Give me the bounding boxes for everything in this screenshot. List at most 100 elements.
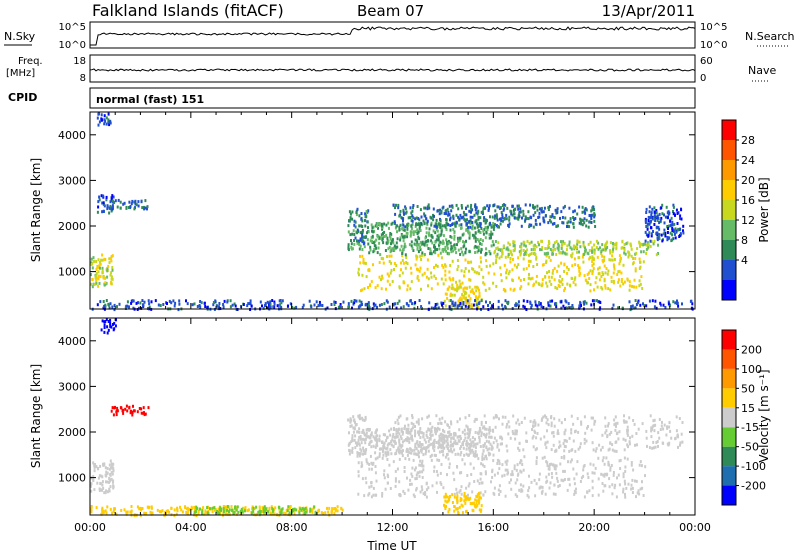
power-cell-5 xyxy=(390,268,393,272)
power-cell-10 xyxy=(645,207,648,211)
velocity-cell-4 xyxy=(438,458,441,462)
velocity-cell-5 xyxy=(411,434,413,438)
power-cell-5 xyxy=(505,268,508,272)
velocity-cell-5 xyxy=(447,443,449,447)
velocity-cell-5 xyxy=(420,445,423,449)
power-cell-10 xyxy=(663,213,665,217)
velocity-cell-3 xyxy=(357,438,360,442)
velocity-cell-6 xyxy=(469,502,472,505)
power-cell-10 xyxy=(669,231,672,235)
power-cell-9 xyxy=(466,204,469,208)
power-cell-5 xyxy=(561,283,564,286)
power-cell-9 xyxy=(537,216,540,219)
power-cell-5 xyxy=(613,258,616,261)
velocity-cell-7 xyxy=(450,422,453,426)
power-cell-6 xyxy=(443,224,446,228)
velocity-cell-4 xyxy=(394,477,397,481)
power-cell-5 xyxy=(455,280,458,284)
velocity-cell-4 xyxy=(366,461,369,465)
velocity-cell-8 xyxy=(333,512,336,516)
power-ytick-label: 4000 xyxy=(58,129,86,142)
power-cell-7 xyxy=(468,285,471,289)
power-cell-9 xyxy=(467,225,470,229)
velocity-cell-4 xyxy=(446,473,448,477)
velocity-cell-4 xyxy=(448,462,451,466)
power-cell-6 xyxy=(388,246,391,249)
power-cell-9 xyxy=(470,203,473,207)
power-cell-5 xyxy=(620,271,623,275)
power-cell-11 xyxy=(442,301,445,305)
velocity-cell-4 xyxy=(472,466,475,470)
power-cell-6 xyxy=(435,227,438,231)
velocity-cell-9 xyxy=(263,510,266,514)
velocity-cell-9 xyxy=(236,505,239,509)
velocity-cell-4 xyxy=(368,485,371,489)
velocity-cell-8 xyxy=(188,508,191,511)
velocity-cell-7 xyxy=(555,449,558,453)
power-cell-5 xyxy=(594,281,597,285)
velocity-cell-5 xyxy=(446,441,449,445)
power-cell-1 xyxy=(105,198,108,202)
velocity-cell-4 xyxy=(597,456,600,460)
velocity-cell-3 xyxy=(367,427,369,431)
velocity-cell-4 xyxy=(518,488,521,492)
power-cell-10 xyxy=(664,231,667,235)
velocity-cell-5 xyxy=(489,429,492,432)
velocity-cell-9 xyxy=(265,507,267,511)
power-cell-11 xyxy=(461,305,463,309)
power-cell-10 xyxy=(649,239,652,243)
velocity-cell-9 xyxy=(195,505,198,509)
velocity-cell-4 xyxy=(370,495,373,499)
power-cell-9 xyxy=(468,219,471,223)
power-cell-6 xyxy=(474,231,477,235)
power-cell-11 xyxy=(418,299,421,302)
velocity-cell-7 xyxy=(678,417,681,420)
power-cell-5 xyxy=(388,260,391,263)
velocity-cell-7 xyxy=(600,448,602,452)
velocity-cell-5 xyxy=(410,451,413,455)
power-cell-9 xyxy=(417,217,420,220)
power-cell-5 xyxy=(433,274,436,278)
power-cell-5 xyxy=(592,262,595,266)
power-cell-11 xyxy=(571,304,574,307)
power-cell-10 xyxy=(657,225,660,229)
velocity-cell-7 xyxy=(505,425,508,429)
power-cell-9 xyxy=(553,216,556,220)
velocity-cell-5 xyxy=(461,430,464,434)
velocity-cell-9 xyxy=(206,511,209,515)
power-cell-11 xyxy=(400,306,403,310)
velocity-cell-4 xyxy=(501,474,504,478)
velocity-cell-9 xyxy=(301,507,304,510)
velocity-cell-3 xyxy=(361,418,364,422)
velocity-cell-7 xyxy=(626,428,629,432)
velocity-cell-7 xyxy=(574,449,577,453)
power-cell-8 xyxy=(557,244,560,248)
velocity-cell-7 xyxy=(564,428,567,432)
power-cell-9 xyxy=(449,216,452,220)
power-cell-8 xyxy=(647,243,650,247)
velocity-cell-4 xyxy=(418,463,421,467)
velocity-cell-5 xyxy=(418,451,420,455)
power-cell-9 xyxy=(404,225,407,229)
power-cell-11 xyxy=(321,304,324,307)
velocity-cell-1 xyxy=(105,318,108,321)
power-cell-11 xyxy=(103,304,106,308)
velocity-cell-7 xyxy=(464,416,467,420)
velocity-cell-9 xyxy=(201,511,203,515)
power-cell-5 xyxy=(359,261,362,265)
velocity-cell-4 xyxy=(386,473,389,477)
power-cell-9 xyxy=(529,203,532,207)
power-cell-11 xyxy=(489,301,491,305)
power-cell-9 xyxy=(482,207,485,211)
power-cell-5 xyxy=(426,258,429,262)
power-cell-9 xyxy=(420,215,423,219)
velocity-cell-4 xyxy=(498,484,501,488)
power-cell-4 xyxy=(347,245,350,249)
power-cell-10 xyxy=(666,231,669,234)
power-cell-7 xyxy=(466,286,468,290)
power-cell-6 xyxy=(442,241,445,245)
power-cell-0 xyxy=(111,277,114,281)
velocity-cell-8 xyxy=(151,511,154,515)
velocity-cell-3 xyxy=(362,449,365,453)
power-cell-11 xyxy=(549,299,552,303)
